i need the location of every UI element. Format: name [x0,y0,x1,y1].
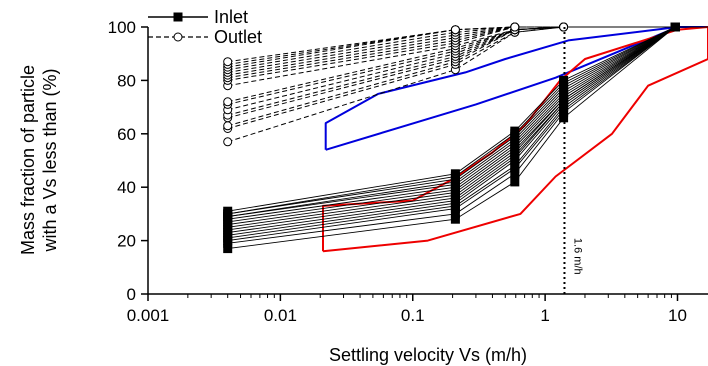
inlet-point [510,177,520,187]
x-tick-label: 10 [668,306,687,325]
x-tick-label: 0.01 [264,306,297,325]
legend-inlet-label: Inlet [214,7,248,27]
reference-line-group: 1.6 m/h [563,27,583,294]
inlet-point [559,75,569,85]
y-tick-label: 20 [117,232,136,251]
inlet-point [223,206,233,216]
inlet-point [510,169,520,179]
inlet-point [450,209,460,219]
x-tick-label: 0.001 [127,306,170,325]
outlet-point [510,22,520,32]
x-axis-title: Settling velocity Vs (m/h) [329,345,527,365]
legend-outlet-label: Outlet [214,27,262,47]
envelope-line-1 [324,26,708,151]
inlet-point [510,161,520,171]
outlet-point [223,137,233,147]
inlet-point [223,244,233,254]
inlet-point [450,169,460,179]
x-tick-label: 0.1 [401,306,425,325]
legend-outlet-marker [173,32,183,42]
axis-titles: Settling velocity Vs (m/h) Mass fraction … [18,65,527,365]
y-tick-label: 0 [127,285,136,304]
y-axis-title-line-2: with a Vs less than (%) [40,68,60,252]
y-tick-label: 100 [108,18,136,37]
y-tick-label: 60 [117,125,136,144]
outlet-series-line-17 [227,26,708,63]
outlet-point [223,97,233,107]
inlet-point [510,126,520,136]
y-tick-label: 40 [117,178,136,197]
legend-inlet-marker [173,12,183,22]
outlet-series-line-8 [227,26,708,103]
outlet-point [223,57,233,67]
outlet-point [223,121,233,131]
outlet-series-group [223,22,708,147]
outlet-point [450,25,460,35]
inlet-series-line-16 [227,26,708,212]
y-axis-title-line-1: Mass fraction of particle [18,65,38,255]
y-tick-label: 80 [117,71,136,90]
reference-line-label: 1.6 m/h [571,238,583,275]
axes: 0 20 40 60 80 100 0.001 0.01 0.1 1 10 [108,18,708,325]
inlet-point [450,214,460,224]
inlet-point [670,22,680,32]
x-tick-label: 1 [540,306,549,325]
outlet-series-line-2 [227,26,708,129]
inlet-series-group [223,22,708,254]
